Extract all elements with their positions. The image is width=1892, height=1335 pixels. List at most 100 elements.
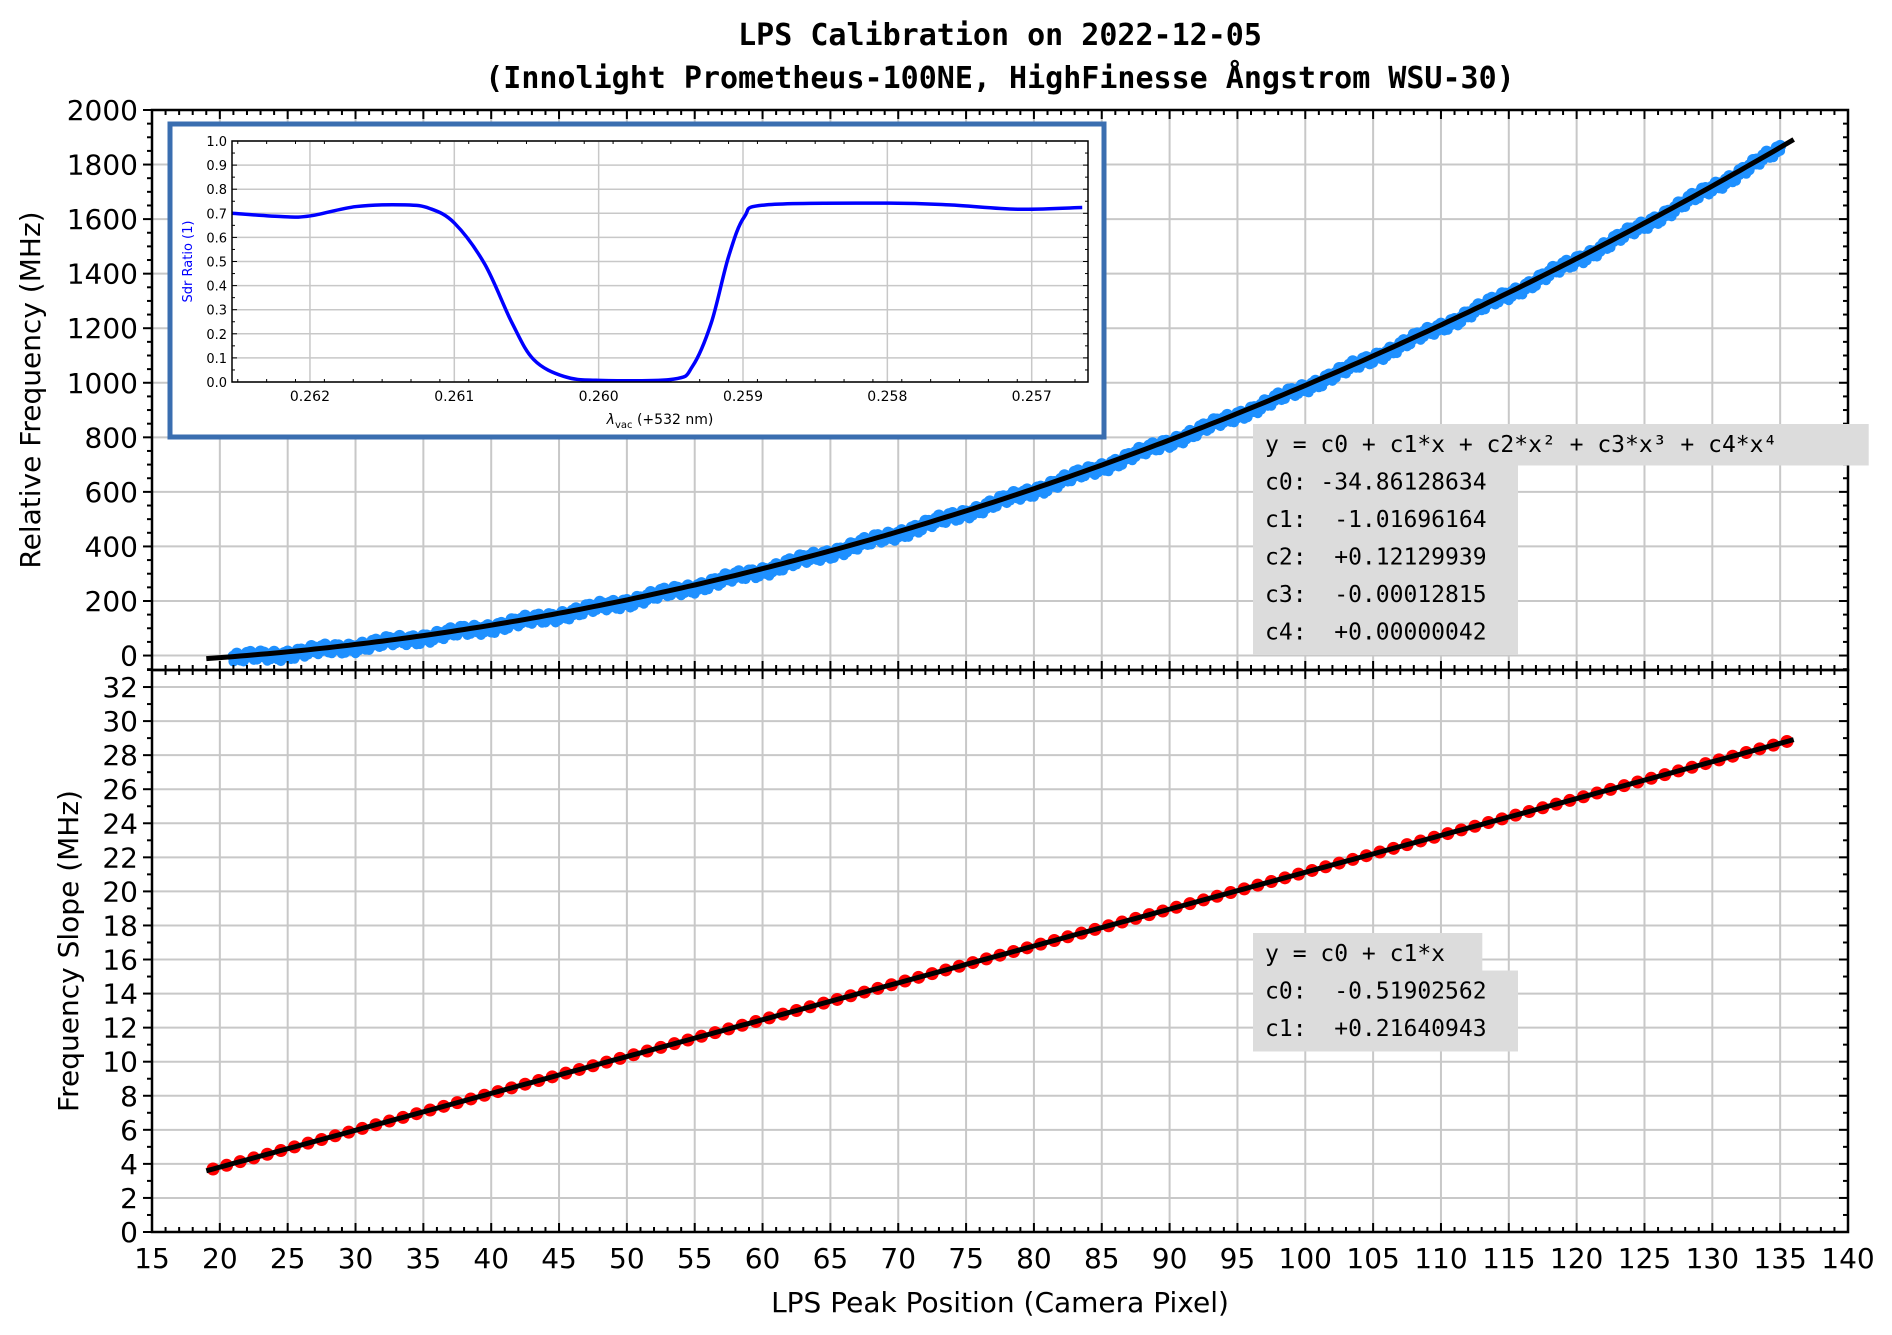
y-tick-label: 200 [85, 585, 138, 618]
y-tick-label: 1600 [67, 203, 138, 236]
inset-x-tick-label: 0.258 [867, 389, 907, 405]
x-tick-label: 35 [406, 1242, 442, 1275]
annotation-background [1253, 933, 1483, 975]
fit-coefficient: c4: +0.00000042 [1265, 620, 1487, 646]
inset-y-tick-label: 0.4 [206, 280, 227, 295]
y-tick-label: 10 [102, 1046, 138, 1079]
inset-x-tick-label: 0.259 [723, 389, 763, 405]
x-tick-label: 110 [1414, 1242, 1467, 1275]
x-tick-label: 65 [813, 1242, 849, 1275]
inset-x-axis-label: λvac (+532 nm) [606, 412, 714, 431]
annotation-background [1253, 424, 1869, 466]
inset-x-label-symbol: λ [606, 412, 615, 428]
chart-subtitle: (Innolight Prometheus-100NE, HighFinesse… [485, 59, 1515, 96]
x-axis-label: LPS Peak Position (Camera Pixel) [771, 1286, 1229, 1319]
x-tick-label: 120 [1550, 1242, 1603, 1275]
y-tick-label: 2000 [67, 94, 138, 127]
y-tick-label: 600 [85, 476, 138, 509]
x-tick-label: 25 [270, 1242, 306, 1275]
y-tick-label: 1400 [67, 258, 138, 291]
inset-x-tick-label: 0.257 [1012, 389, 1052, 405]
x-tick-label: 40 [473, 1242, 509, 1275]
x-tick-label: 130 [1686, 1242, 1739, 1275]
fit-equation: y = c0 + c1*x [1265, 941, 1445, 967]
y-tick-label: 800 [85, 421, 138, 454]
y-tick-label: 1800 [67, 149, 138, 182]
top-ticks [143, 109, 1849, 671]
bottom-fit-annotation: y = c0 + c1*x c0: -0.51902562 c1: +0.21640… [1253, 933, 1518, 1052]
top-fit-line [206, 137, 1795, 662]
annotation-background [1253, 970, 1518, 1052]
x-tick-label: 115 [1482, 1242, 1535, 1275]
x-tick-label: 75 [948, 1242, 984, 1275]
inset-y-tick-label: 0.7 [206, 207, 227, 222]
top-fit-annotation: y = c0 + c1*x + c2*x² + c3*x³ + c4*x⁴ c0:… [1253, 424, 1869, 655]
x-tick-label: 15 [134, 1242, 170, 1275]
y-tick-label: 26 [102, 773, 138, 806]
x-tick-label: 95 [1220, 1242, 1256, 1275]
y-tick-label: 20 [102, 875, 138, 908]
x-tick-label: 85 [1084, 1242, 1120, 1275]
x-tick-label: 140 [1821, 1242, 1874, 1275]
x-tick-label: 135 [1753, 1242, 1806, 1275]
fit-coefficient: c0: -34.86128634 [1265, 470, 1487, 496]
inset-x-label-unit: (+532 nm) [633, 412, 714, 428]
x-tick-label: 50 [609, 1242, 645, 1275]
inset-x-label-subscript: vac [615, 420, 633, 431]
y-tick-label: 400 [85, 530, 138, 563]
y-tick-label: 0 [120, 640, 138, 673]
inset-y-tick-label: 0.2 [206, 328, 227, 343]
y-tick-label: 14 [102, 978, 138, 1011]
chart-title: LPS Calibration on 2022-12-05 [738, 18, 1262, 53]
inset-y-tick-label: 0.1 [206, 352, 227, 367]
y-axis-label: Relative Frequency (MHz) [14, 211, 47, 568]
fit-coefficient: c3: -0.00012815 [1265, 582, 1487, 608]
inset-y-tick-label: 0.3 [206, 304, 227, 319]
y-tick-label: 22 [102, 841, 138, 874]
inset-x-tick-label: 0.260 [579, 389, 619, 405]
inset-y-tick-label: 0.5 [206, 256, 227, 271]
fit-coefficient: c1: -1.01696164 [1265, 507, 1487, 533]
y-tick-label: 1200 [67, 312, 138, 345]
y-tick-label: 0 [120, 1216, 138, 1249]
x-tick-label: 30 [338, 1242, 374, 1275]
x-tick-label: 70 [880, 1242, 916, 1275]
inset-axes-frame [231, 140, 1089, 383]
x-tick-label: 20 [202, 1242, 238, 1275]
x-tick-label: 105 [1346, 1242, 1399, 1275]
fit-coefficient: c2: +0.12129939 [1265, 545, 1487, 571]
y-tick-label: 4 [120, 1148, 138, 1181]
y-tick-label: 2 [120, 1182, 138, 1215]
inset-y-tick-label: 0.0 [206, 376, 227, 391]
fit-equation: y = c0 + c1*x + c2*x² + c3*x³ + c4*x⁴ [1265, 432, 1777, 458]
x-tick-label: 45 [541, 1242, 577, 1275]
bottom-fit-line [205, 737, 1795, 1174]
y-tick-label: 12 [102, 1012, 138, 1045]
x-tick-label: 125 [1618, 1242, 1671, 1275]
inset-frame [167, 121, 1107, 440]
y-tick-label: 1000 [67, 367, 138, 400]
x-tick-label: 90 [1152, 1242, 1188, 1275]
y-tick-label: 8 [120, 1080, 138, 1113]
inset-y-tick-label: 0.6 [206, 231, 227, 246]
y-tick-label: 16 [102, 944, 138, 977]
bottom-axes-frame [150, 668, 1850, 1234]
fit-coefficient: c0: -0.51902562 [1265, 979, 1487, 1005]
bottom-ticks [143, 669, 1849, 1233]
inset-y-tick-label: 0.8 [206, 183, 227, 198]
x-tick-label: 80 [1016, 1242, 1052, 1275]
y-tick-label: 24 [102, 807, 138, 840]
y-tick-label: 28 [102, 739, 138, 772]
inset-x-tick-label: 0.262 [290, 389, 330, 405]
y-tick-label: 18 [102, 909, 138, 942]
y-tick-label: 30 [102, 705, 138, 738]
inset-y-axis-label: Sdr Ratio (1) [181, 221, 196, 303]
inset-y-tick-label: 1.0 [206, 135, 227, 150]
inset-chart: 0.262 0.261 0.260 0.259 0.258 0.257 0.0 0.1 0.2 0… [167, 121, 1107, 440]
inset-data-line [231, 201, 1083, 383]
y-tick-label: 6 [120, 1114, 138, 1147]
inset-y-tick-label: 0.9 [206, 159, 227, 174]
y-tick-label: 32 [102, 671, 138, 704]
